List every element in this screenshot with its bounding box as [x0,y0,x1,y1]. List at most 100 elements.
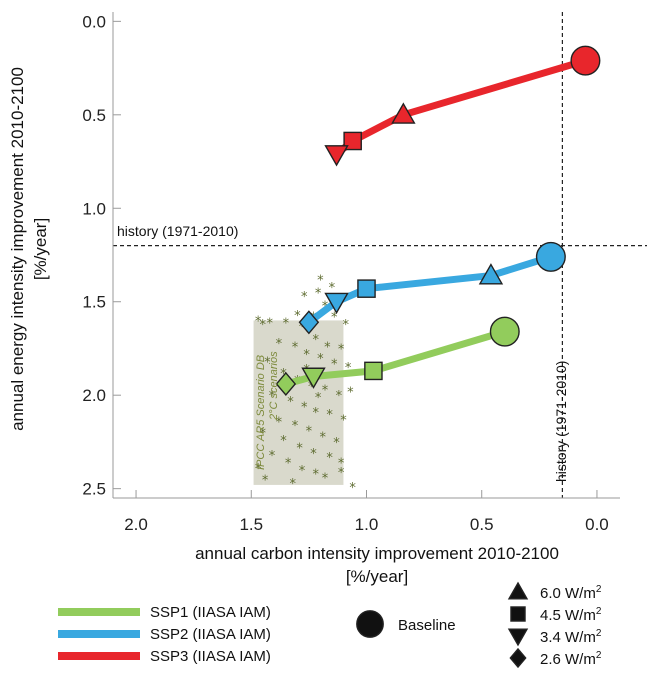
ipcc-scenario-point: * [290,477,297,492]
ipcc-scenario-point: * [347,385,354,400]
ipcc-region-sublabel: 2°C scenarios [268,351,280,421]
ipcc-scenario-point: * [301,290,308,305]
ssp1-triangle-down-marker [301,367,326,389]
y-tick-label: 2.5 [82,480,106,499]
legend-triangle-up-marker [507,581,529,600]
ipcc-scenario-point: * [269,449,276,464]
ssp2-triangle-up-marker [478,263,504,285]
legend-series-label: SSP1 (IIASA IAM) [150,604,271,621]
ipcc-scenario-point: * [262,473,269,488]
marker-legend: Baseline 6.0 W/m2 4.5 W/m2 3.4 W/m2 2.6 W/m2 [356,581,602,669]
ipcc-scenario-point: * [343,318,350,333]
y-tick-label: 1.0 [82,199,106,218]
y-axis-title: annual energy intensity improvement 2010… [8,67,27,431]
ipcc-scenario-point: * [303,348,310,363]
ipcc-scenario-point: * [292,419,299,434]
ipcc-scenario-point: * [326,451,333,466]
ipcc-scenario-point: * [317,273,324,288]
ipcc-scenario-point: * [315,286,322,301]
ssp2-square-marker [357,279,376,298]
ipcc-scenario-point: * [322,471,329,486]
ipcc-scenario-point: * [313,333,320,348]
ipcc-scenario-point: * [255,462,262,477]
legend-series-label: SSP2 (IIASA IAM) [150,626,271,643]
legend-series-label: SSP3 (IIASA IAM) [150,648,271,665]
x-tick-label: 0.0 [585,515,609,534]
plot-area: ** * * ** ****** * **** * * * * *** * * * * ** * * * * ** * * * *… [113,12,647,498]
ipcc-scenario-point: * [266,316,273,331]
legend-marker-label: 3.4 W/m2 [540,628,602,646]
ipcc-region [253,320,344,485]
ssp3-triangle-down-marker [324,145,349,167]
ipcc-scenario-point: * [338,342,345,357]
ssp2-circle-marker [535,241,566,272]
axes: 2.0 1.5 1.0 0.5 0.0 0.0 0.5 1.0 1.5 2.0 2.5 [82,12,620,534]
y-tick-label: 0.0 [82,12,106,31]
ipcc-scenario-point: * [331,311,338,326]
history-x-label: history (1971-2010) [553,361,569,482]
y-tick-label: 1.5 [82,293,106,312]
ipcc-scenario-point: * [308,380,315,395]
ipcc-scenario-point: * [299,320,306,335]
ipcc-scenario-point: * [333,436,340,451]
ipcc-scenario-point: * [280,434,287,449]
ipcc-scenario-point: * [313,468,320,483]
ipcc-scenario-point: * [349,481,356,496]
legend-square-marker [510,606,526,622]
history-y-label: history (1971-2010) [117,223,238,239]
series-line-ssp2 [305,253,555,326]
ipcc-scenario-point: * [294,309,301,324]
legend-unit-superscript: 2 [596,606,602,617]
ipcc-scenario-point: * [306,425,313,440]
legend-unit-superscript: 2 [596,584,602,595]
x-tick-label: 0.5 [470,515,494,534]
ipcc-scenario-point: * [301,400,308,415]
legend-diamond-marker [509,647,527,669]
ipcc-region-label: IPCC AR5 Scenario DB [255,355,267,470]
ipcc-scenario-point: * [276,415,283,430]
ipcc-scenario-point: * [338,466,345,481]
ipcc-scenario-point: * [292,341,299,356]
ssp2-triangle-down-marker [324,292,349,315]
ipcc-scenario-point: * [319,430,326,445]
ssp2-diamond-marker [298,310,320,335]
ipcc-scenario-point: * [313,406,320,421]
ipcc-scenario-point: * [283,316,290,331]
y-tick-label: 0.5 [82,106,106,125]
ssp3-triangle-up-marker [391,102,416,124]
ssp3-circle-marker [570,45,601,76]
legend-triangle-down-marker [507,628,529,647]
legend-marker-label: 2.6 W/m2 [540,650,602,668]
ipcc-scenario-point: * [315,391,322,406]
ipcc-scenario-point: * [285,456,292,471]
x-tick-label: 2.0 [124,515,148,534]
ipcc-scenario-point: * [324,341,331,356]
y-axis-unit: [%/year] [31,218,50,280]
ipcc-scenario-point: * [340,413,347,428]
ipcc-scenario-point: * [331,357,338,372]
series-line-ssp3 [333,57,589,158]
x-axis-unit: [%/year] [346,567,408,586]
ipcc-scenario-point: * [296,442,303,457]
ipcc-scenario-point: * [276,337,283,352]
ipcc-scenario-point: * [338,456,345,471]
ssp1-square-marker [364,361,383,381]
legend-circle-marker [356,610,384,638]
legend-marker-label: 4.5 W/m2 [540,606,602,624]
legend-unit-superscript: 2 [596,628,602,639]
ipcc-scenario-point: * [326,408,333,423]
ipcc-scenario-point: * [287,395,294,410]
ipcc-scenario-point: * [345,361,352,376]
ssp1-diamond-marker [275,371,297,397]
legend-marker-label: Baseline [398,617,456,634]
series-line-ssp1 [282,328,509,388]
ipcc-scenario-point: * [269,389,276,404]
ipcc-scenario-point: * [310,447,317,462]
series-legend: SSP1 (IIASA IAM) SSP2 (IIASA IAM) SSP3 (II… [58,604,271,665]
ipcc-scenario-point: * [317,352,324,367]
y-tick-label: 2.0 [82,386,106,405]
ipcc-scenario-point: * [322,384,329,399]
ipcc-scenario-point: * [260,318,267,333]
ipcc-scenario-point: * [299,464,306,479]
